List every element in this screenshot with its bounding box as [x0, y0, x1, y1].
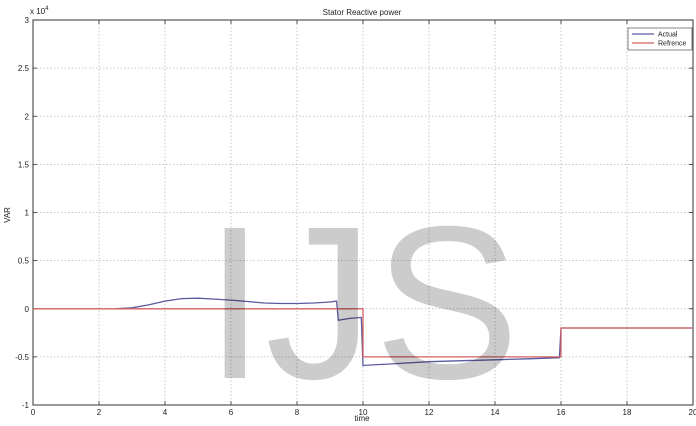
x-tick-label: 12 [425, 408, 434, 417]
y-tick-label: 1.5 [18, 160, 30, 169]
y-tick-label: 1 [25, 209, 30, 218]
x-tick-label: 16 [557, 408, 566, 417]
tick-layer: 0 2 4 6 8 10 12 14 16 18 20 -1 -0.5 0 0.5 1 1.5 2 2.5 3 [15, 16, 696, 417]
x-tick-label: 0 [31, 408, 36, 417]
series-line-reference [33, 308, 693, 358]
series-line-actual [115, 297, 693, 367]
legend-label: Actual [658, 32, 678, 39]
x-tick-label: 14 [491, 408, 500, 417]
x-tick-label: 2 [97, 408, 102, 417]
y-tick-label: 0.5 [18, 257, 30, 266]
x-tick-label: 4 [163, 408, 168, 417]
y-tick-label: -1 [22, 401, 30, 410]
y-tick-label: 2 [25, 112, 30, 121]
series-layer [33, 297, 693, 367]
x-tick-label: 18 [623, 408, 632, 417]
x-tick-label: 20 [689, 408, 696, 417]
legend-items: Actual Refrence [632, 32, 687, 48]
y-exponent-label: x 104 [30, 6, 49, 16]
legend: Actual Refrence [627, 27, 693, 51]
x-axis-label: time [354, 414, 370, 421]
y-axis-label: VAR [3, 207, 12, 223]
x-tick-label: 8 [295, 408, 300, 417]
y-tick-label: 3 [25, 16, 30, 25]
legend-label: Refrence [658, 41, 687, 48]
chart-title: Stator Reactive power [323, 8, 402, 17]
y-tick-label: -0.5 [15, 353, 29, 362]
x-tick-label: 6 [229, 408, 234, 417]
y-tick-label: 0 [25, 305, 30, 314]
x-tick-label: 10 [359, 408, 368, 417]
y-tick-label: 2.5 [18, 64, 30, 73]
watermark: IJS [205, 182, 520, 421]
